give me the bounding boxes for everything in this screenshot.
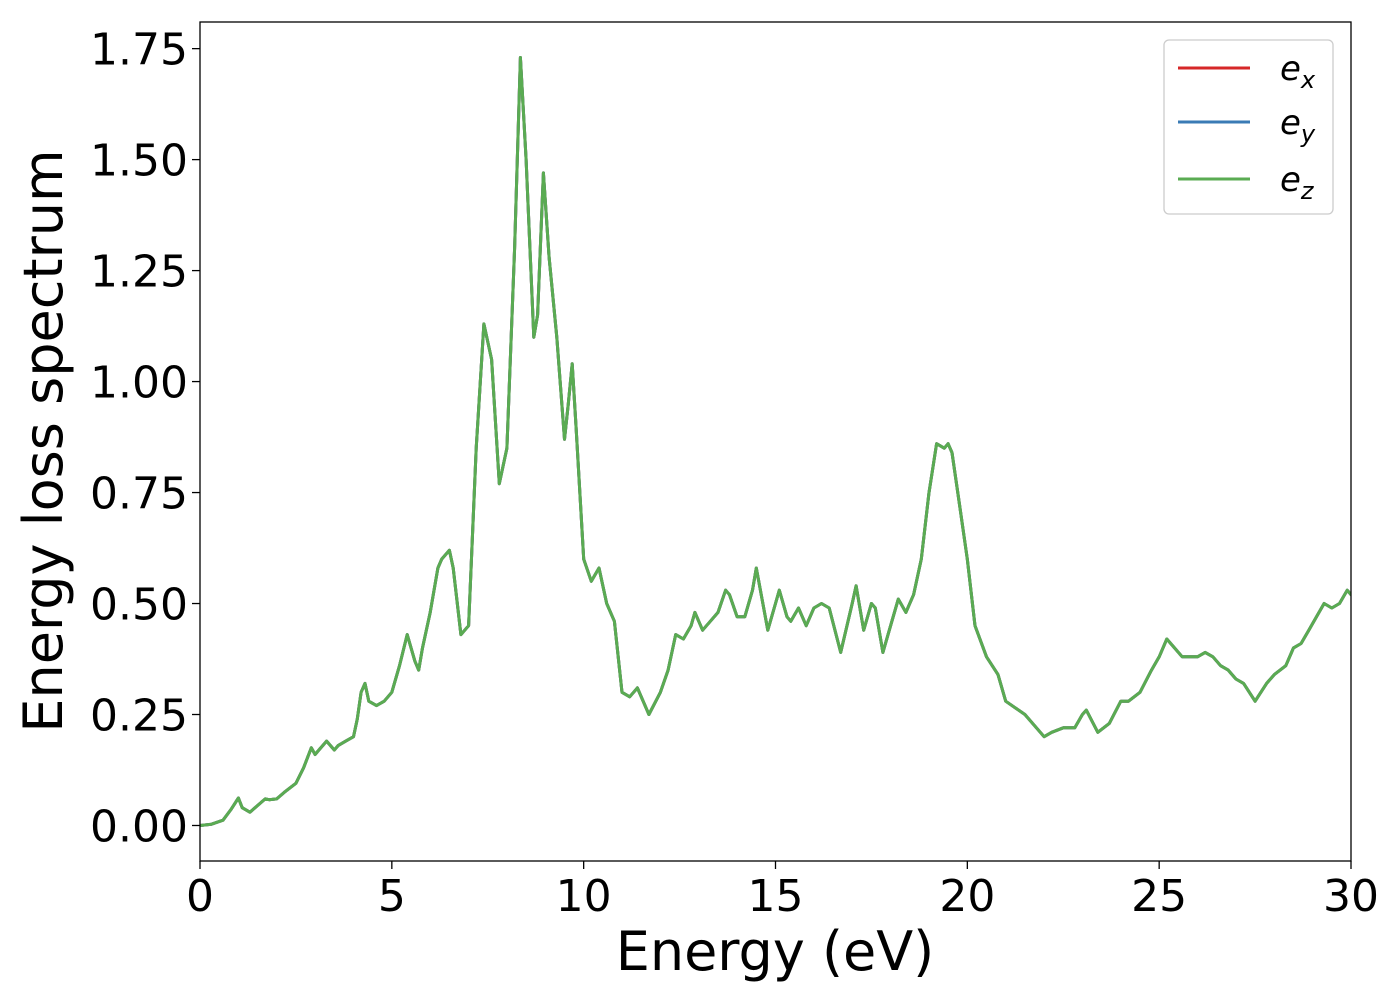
x-tick-label-2: 10	[556, 871, 612, 922]
legend-label-ez: ez	[1280, 160, 1315, 205]
x-tick-label-1: 5	[378, 871, 406, 922]
y-tick-label-5: 1.25	[90, 247, 188, 298]
y-tick-label-4: 1.00	[90, 358, 188, 409]
legend-label-ey-sub: y	[1300, 120, 1316, 148]
legend-label-ex: ex	[1280, 49, 1316, 94]
x-axis-label: Energy (eV)	[616, 920, 935, 983]
series-line-ez	[200, 56, 1351, 827]
y-tick-label-1: 0.25	[90, 691, 188, 742]
y-axis-label: Energy loss spectrum	[12, 149, 75, 732]
x-tick-label-5: 25	[1131, 871, 1187, 922]
y-tick-label-7: 1.75	[90, 25, 188, 76]
legend-label-ey: ey	[1280, 103, 1316, 148]
y-tick-label-2: 0.50	[90, 580, 188, 631]
legend-label-ex-sub: x	[1300, 66, 1316, 94]
legend-frame	[1163, 39, 1334, 215]
y-tick-label-6: 1.50	[90, 136, 188, 187]
legend-label-ez-sub: z	[1300, 177, 1315, 205]
y-ticks: 0.00 0.25 0.50 0.75 1.00 1.25 1.50 1.75	[90, 25, 200, 852]
x-tick-label-0: 0	[186, 871, 214, 922]
legend-label-ex-base: e	[1280, 49, 1301, 89]
x-tick-label-6: 30	[1323, 871, 1379, 922]
x-ticks: 0 5 10 15 20 25 30	[186, 861, 1379, 922]
legend: ex ey ez	[1163, 39, 1334, 215]
legend-label-ey-base: e	[1280, 103, 1301, 143]
y-tick-label-0: 0.00	[90, 801, 188, 852]
series-layer	[200, 56, 1351, 827]
legend-label-ez-base: e	[1280, 160, 1301, 200]
x-tick-label-3: 15	[748, 871, 804, 922]
y-tick-label-3: 0.75	[90, 469, 188, 520]
x-tick-label-4: 20	[939, 871, 995, 922]
